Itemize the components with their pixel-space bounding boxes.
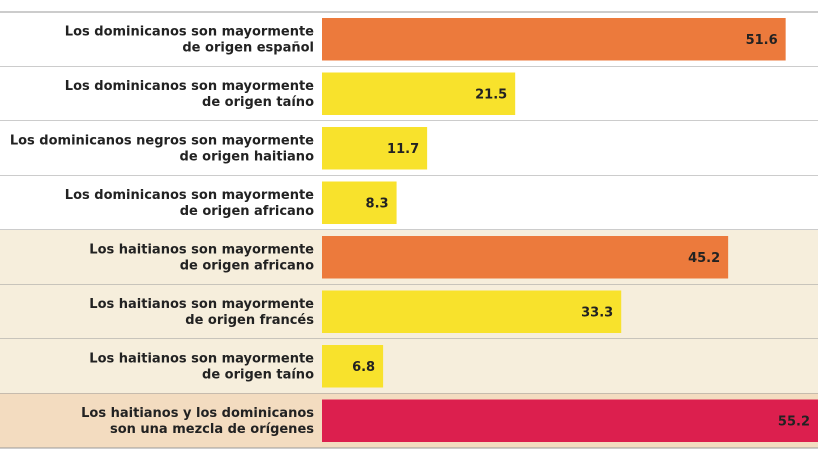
- category-label-line: de origen haitiano: [180, 149, 315, 164]
- category-label-line: de origen africano: [180, 203, 314, 218]
- category-label-line: Los haitianos son mayormente: [89, 351, 314, 366]
- category-label: Los dominicanos son mayormente de origen …: [65, 187, 314, 218]
- category-label-line: Los haitianos y los dominicanos: [81, 405, 314, 420]
- category-label: Los haitianos son mayormente de origen fr…: [89, 296, 314, 327]
- category-label-line: Los haitianos son mayormente: [89, 296, 314, 311]
- bar-value-label: 8.3: [366, 196, 389, 211]
- category-label-line: de origen taíno: [202, 367, 314, 382]
- category-label: Los haitianos son mayormente de origen af…: [89, 242, 314, 273]
- bar: [322, 345, 384, 388]
- category-label-line: Los haitianos son mayormente: [89, 242, 314, 257]
- bar: [322, 236, 729, 279]
- bar-value-label: 33.3: [581, 305, 613, 320]
- category-label-line: de origen español: [182, 40, 314, 55]
- bar: [322, 72, 516, 115]
- category-label-line: Los dominicanos son mayormente: [65, 24, 314, 39]
- category-label: Los dominicanos son mayormente de origen …: [65, 78, 314, 109]
- bar: [322, 181, 397, 224]
- category-label: Los dominicanos negros son mayormente de …: [10, 133, 314, 164]
- row-background: [0, 339, 818, 394]
- category-label-line: Los dominicanos son mayormente: [65, 78, 314, 93]
- bar: [322, 127, 428, 170]
- bar-value-label: 51.6: [746, 33, 778, 48]
- row-background: [0, 175, 818, 230]
- bar-value-label: 55.2: [778, 414, 810, 429]
- bar-value-label: 11.7: [387, 142, 419, 157]
- bar-value-label: 21.5: [475, 87, 507, 102]
- bar: [322, 290, 622, 333]
- category-label-line: de origen africano: [180, 258, 314, 273]
- bar: [322, 399, 818, 442]
- category-label: Los dominicanos son mayormente de origen …: [65, 24, 314, 55]
- category-label: Los haitianos son mayormente de origen ta…: [89, 351, 314, 382]
- category-label-line: de origen taíno: [202, 94, 314, 109]
- category-label-line: de origen francés: [185, 312, 314, 327]
- bar: [322, 18, 786, 61]
- bar-value-label: 45.2: [688, 251, 720, 266]
- category-label: Los haitianos y los dominicanos son una m…: [81, 405, 314, 436]
- bar-value-label: 6.8: [352, 360, 375, 375]
- category-label-line: Los dominicanos son mayormente: [65, 187, 314, 202]
- category-label-line: Los dominicanos negros son mayormente: [10, 133, 314, 148]
- category-label-line: son una mezcla de orígenes: [110, 421, 314, 436]
